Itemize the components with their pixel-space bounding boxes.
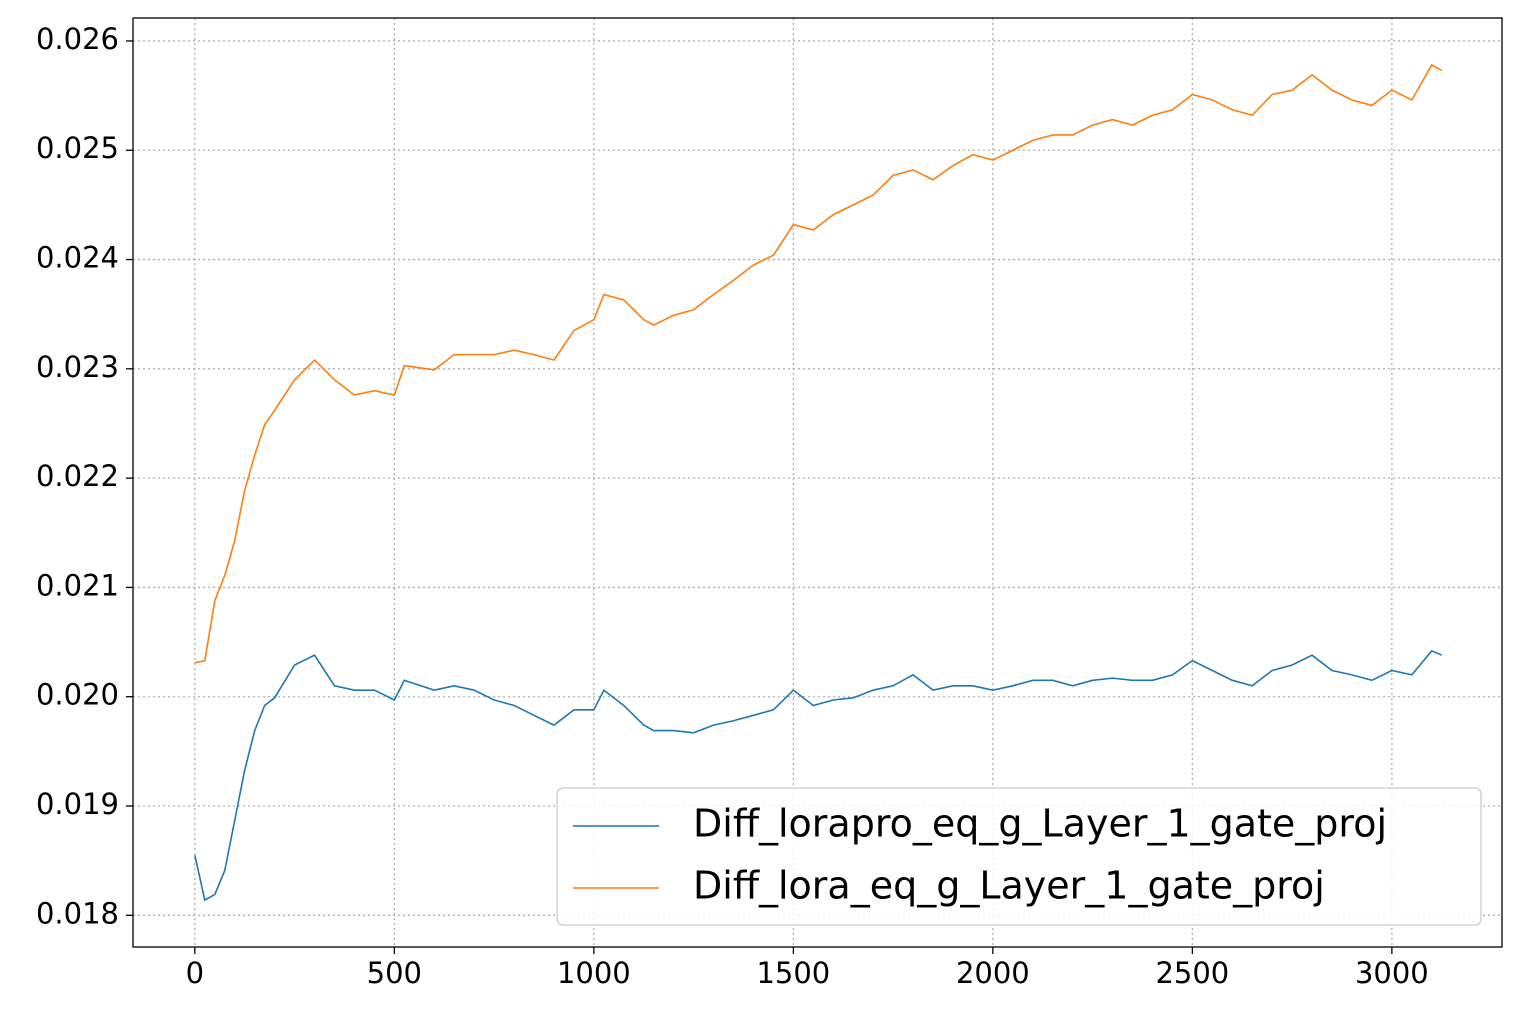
y-tick-label: 0.021	[36, 568, 119, 602]
x-tick-label: 2000	[956, 956, 1030, 990]
plot-frame	[132, 17, 1503, 948]
x-tick-label: 1500	[756, 956, 830, 990]
legend-label: Diff_lorapro_eq_g_Layer_1_gate_proj	[693, 802, 1387, 846]
y-tick-label: 0.025	[36, 131, 119, 165]
y-tick-label: 0.022	[36, 459, 119, 493]
series-line	[194, 649, 1443, 902]
x-tick-label: 3000	[1355, 956, 1429, 990]
y-tick-label: 0.020	[36, 678, 119, 712]
y-tick-label: 0.024	[36, 241, 119, 275]
x-tick-label: 500	[367, 956, 422, 990]
y-tick-label: 0.023	[36, 350, 119, 384]
legend: Diff_lorapro_eq_g_Layer_1_gate_proj Diff_…	[556, 787, 1482, 926]
x-tick-label: 0	[186, 956, 204, 990]
x-tick-label: 2500	[1155, 956, 1229, 990]
x-tick-label: 1000	[557, 956, 631, 990]
y-tick-label: 0.026	[36, 22, 119, 56]
y-tick-label: 0.019	[36, 787, 119, 821]
series-line	[194, 63, 1443, 664]
legend-label: Diff_lora_eq_g_Layer_1_gate_proj	[693, 864, 1325, 908]
y-tick-label: 0.018	[36, 896, 119, 930]
legend-box	[556, 787, 1482, 926]
